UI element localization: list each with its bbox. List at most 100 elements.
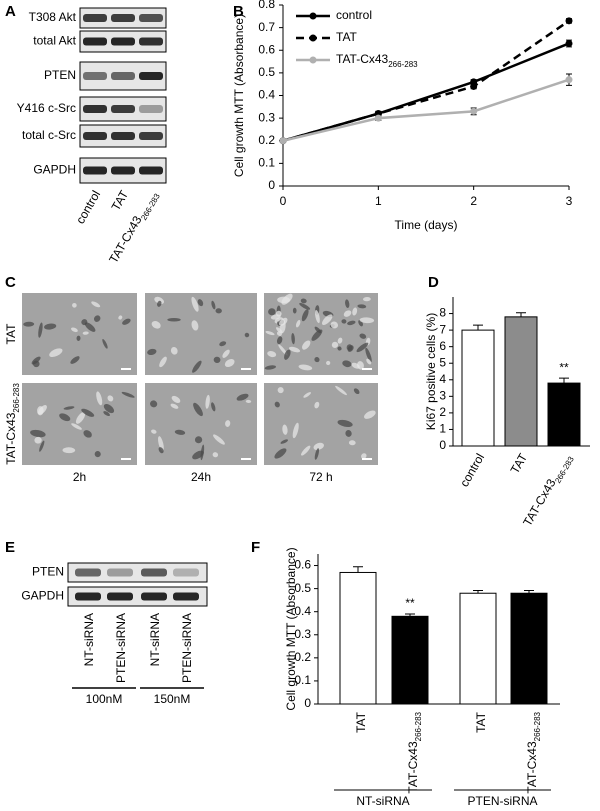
x-tick-label: TAT [354, 711, 368, 733]
cell [337, 337, 343, 344]
cell [298, 364, 313, 371]
cell [236, 393, 249, 401]
cell [282, 424, 288, 435]
column-label: 2h [73, 470, 86, 484]
cell [63, 406, 75, 410]
series-line [282, 19, 570, 142]
cell [299, 302, 311, 310]
cell [62, 447, 76, 454]
cell [200, 444, 205, 461]
cell [93, 315, 101, 322]
x-tick-label-text: TAT-Cx43 [520, 476, 558, 529]
x-tick-label: TAT-Cx43266-283 [406, 711, 422, 793]
cell [170, 403, 179, 409]
cell [72, 303, 77, 308]
y-axis-label: Cell growth MTT (Absorbance) [284, 547, 298, 710]
y-tick-label: 0 [304, 696, 311, 710]
bar [461, 329, 495, 447]
cell [118, 315, 123, 320]
row-label: TAT-Cx43266-283 [4, 383, 20, 465]
error-bar [559, 377, 569, 389]
cell [191, 296, 199, 312]
cell [326, 360, 331, 366]
panel-label: F [251, 539, 260, 556]
blot-lane-label: NT-siRNA [148, 613, 162, 666]
cell [277, 387, 284, 394]
cell [157, 300, 162, 307]
y-tick-label: 0.8 [258, 0, 275, 11]
bar [459, 592, 497, 705]
cell [264, 365, 277, 370]
x-tick-label: TAT-Cx43266-283 [525, 711, 541, 793]
group-label: NT-siRNA [356, 794, 409, 808]
error-bar [405, 613, 415, 620]
y-tick-label: 0.1 [258, 156, 275, 170]
cell [275, 327, 283, 334]
cell [213, 356, 221, 364]
blot-lane-label: NT-siRNA [82, 613, 96, 666]
x-tick-label-text: TAT [508, 451, 531, 477]
y-tick-label: 2 [439, 405, 446, 419]
cell [103, 403, 115, 414]
blot-band [83, 166, 107, 175]
cell [365, 347, 372, 363]
cell [357, 304, 367, 309]
blot-band [141, 568, 167, 577]
blot-band [83, 37, 107, 46]
cell [38, 322, 43, 338]
x-tick-label: TAT [508, 451, 531, 477]
error-bar [353, 566, 363, 579]
row-label: TAT [4, 323, 18, 345]
cell [331, 341, 339, 348]
cell [191, 320, 199, 331]
cell [292, 307, 297, 314]
cell [103, 411, 110, 417]
data-point [470, 82, 478, 90]
bar [504, 316, 538, 447]
panel-label: B [233, 3, 244, 20]
blot-row-label: T308 Akt [29, 10, 77, 24]
cell [364, 410, 376, 419]
cell [301, 309, 309, 322]
legend-label-text: TAT-Cx43 [336, 52, 389, 66]
blot-row-label: PTEN [44, 68, 76, 82]
y-tick-label: 0.3 [294, 627, 311, 641]
cell [245, 399, 252, 403]
legend-label-subscript: 266-283 [388, 60, 418, 69]
cell [359, 333, 367, 339]
blot-band [83, 105, 107, 113]
x-tick-label-subscript: 266-283 [553, 454, 576, 484]
x-tick-label-subscript: 266-283 [533, 711, 542, 741]
cell [314, 448, 320, 460]
cell [158, 447, 164, 454]
x-tick-label: 2 [470, 194, 477, 208]
x-tick-label-text: TAT-Cx43 [406, 741, 420, 794]
error-bar [516, 312, 526, 322]
cell [330, 321, 339, 329]
cell [225, 420, 231, 427]
cell [284, 349, 291, 360]
blot-lane-label: PTEN-siRNA [180, 613, 194, 683]
cell [291, 332, 295, 345]
cell [76, 335, 81, 341]
cell [82, 331, 89, 335]
y-tick-label: 0.6 [294, 558, 311, 572]
cell [288, 346, 301, 353]
blot-band [75, 592, 101, 601]
cell [267, 350, 277, 358]
data-point [470, 107, 478, 115]
panel-label: E [5, 539, 15, 556]
blot-band [75, 568, 101, 577]
cell [213, 434, 225, 445]
cell [194, 436, 203, 444]
y-tick-label: 0.4 [258, 88, 275, 102]
y-tick-label: 4 [439, 372, 446, 386]
error-bar [473, 324, 483, 336]
blot-band [139, 14, 163, 22]
cell [197, 299, 204, 307]
cell [265, 331, 275, 336]
blot-lane-label: control [73, 188, 103, 226]
significance-mark: ** [559, 360, 569, 374]
x-tick-label-text: TAT [354, 711, 368, 733]
cell [75, 412, 86, 424]
